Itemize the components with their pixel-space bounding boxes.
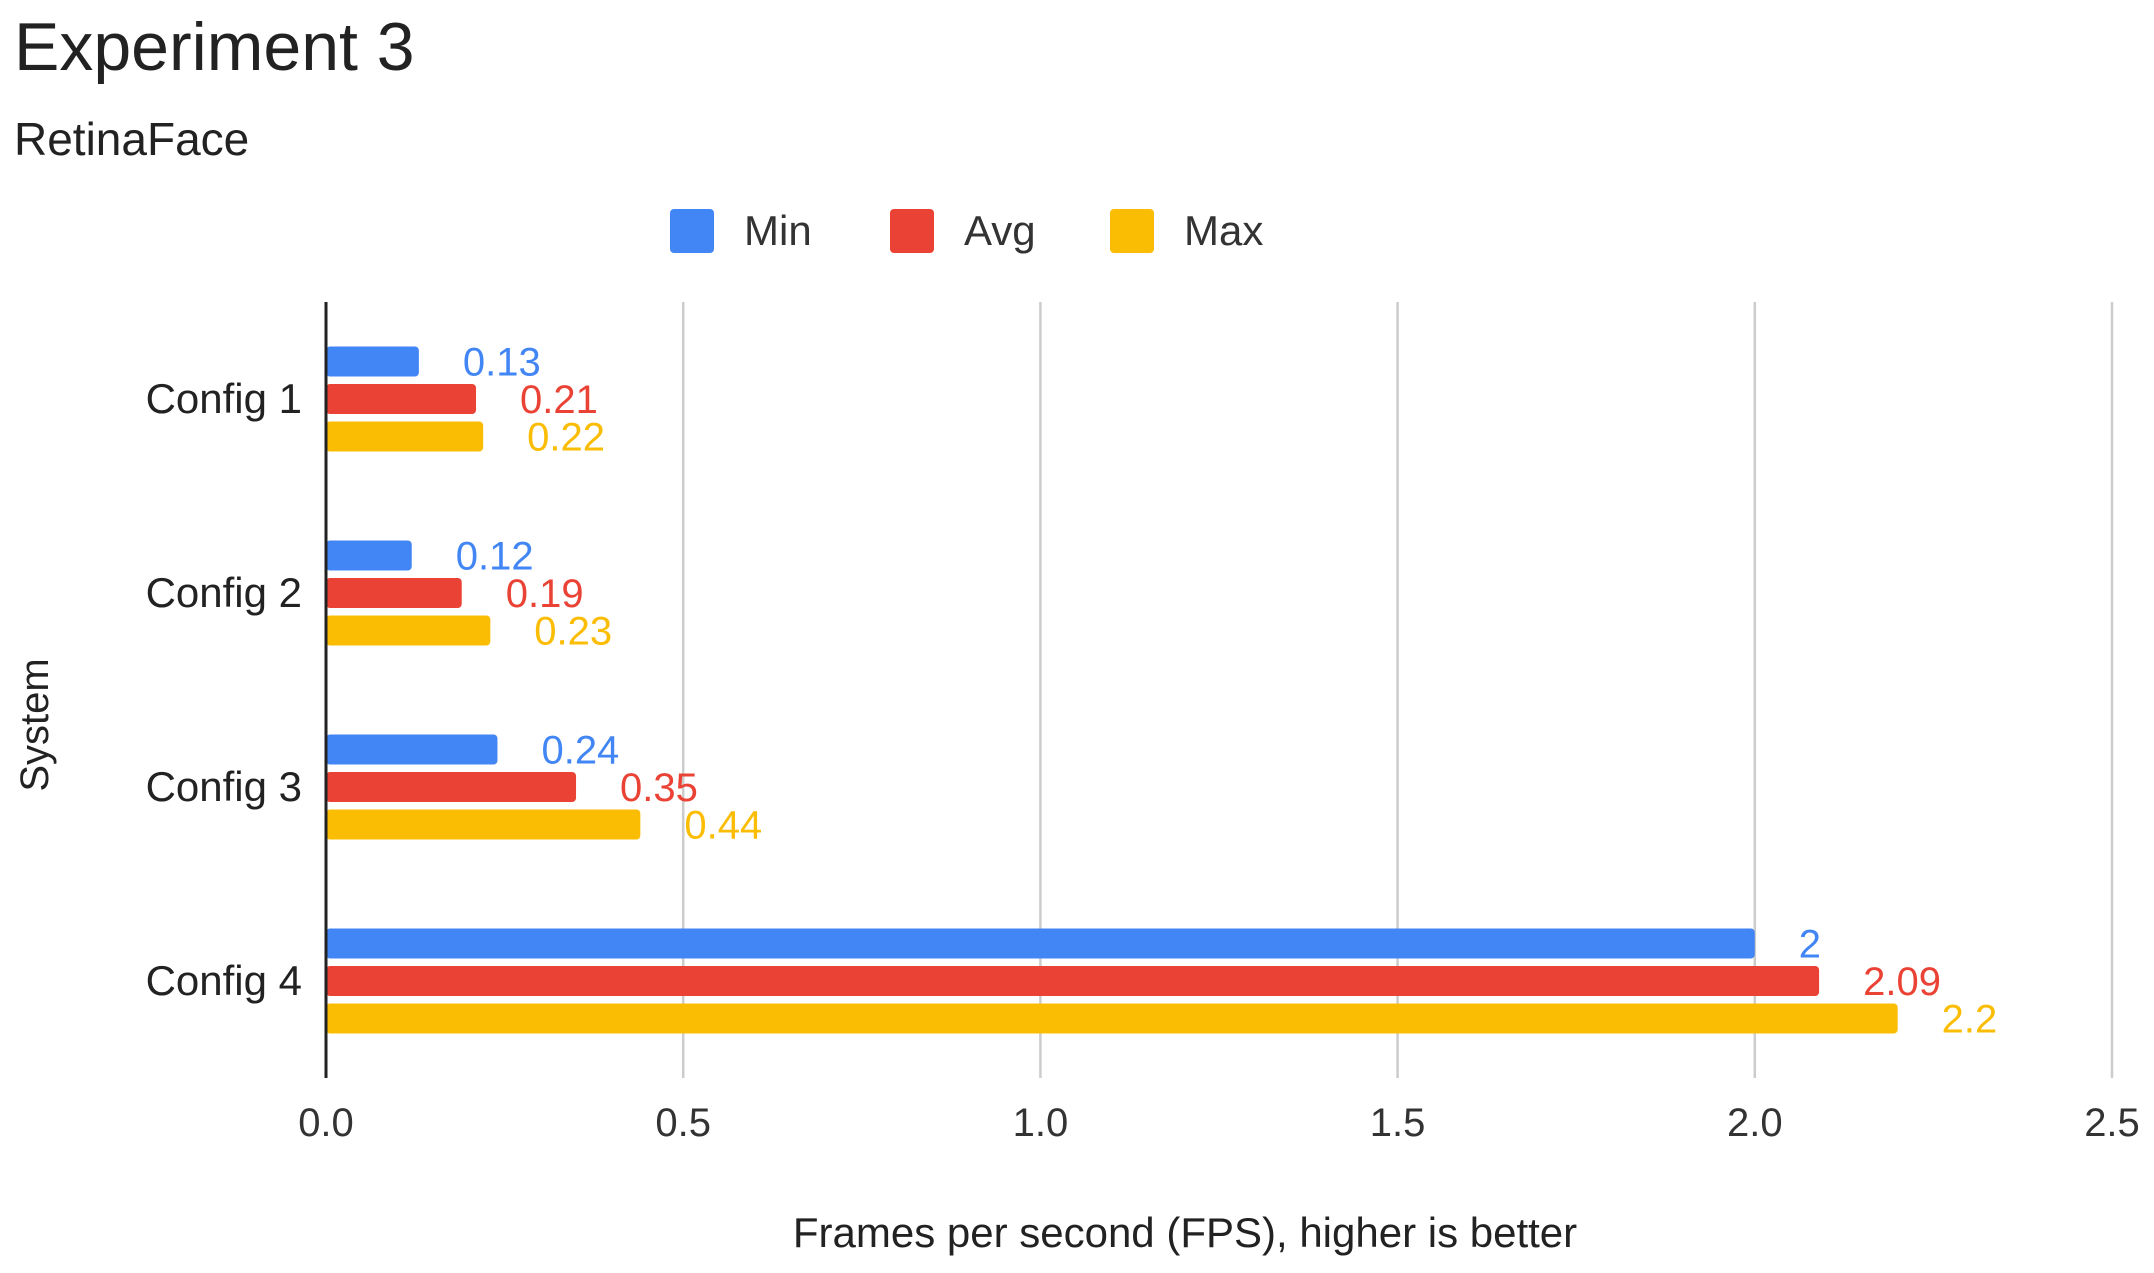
- y-axis: Config 1 Config 2 Config 3 Config 4: [146, 302, 328, 1078]
- data-label: 0.13: [463, 341, 541, 385]
- y-category-label: Config 1: [146, 375, 302, 422]
- data-label: 2.09: [1863, 960, 1941, 1004]
- data-label: 0.23: [534, 610, 612, 654]
- legend-label-min: Min: [744, 207, 812, 254]
- legend: Min Avg Max: [670, 207, 1263, 254]
- bar-max: [326, 809, 641, 840]
- bar-avg: [326, 384, 477, 414]
- bars: [326, 346, 1898, 1034]
- data-label: 0.21: [520, 378, 598, 422]
- y-axis-title: System: [13, 658, 57, 791]
- chart-title: Experiment 3: [14, 9, 415, 85]
- data-label: 0.19: [506, 572, 584, 616]
- x-tick-label: 2.0: [1727, 1101, 1783, 1145]
- x-tick-label: 1.0: [1013, 1101, 1069, 1145]
- legend-swatch-max: [1110, 209, 1154, 253]
- y-category-label: Config 3: [146, 763, 302, 810]
- data-label: 0.24: [541, 729, 619, 773]
- legend-swatch-min: [670, 209, 714, 253]
- x-tick-label: 0.5: [655, 1101, 711, 1145]
- x-tick-label: 2.5: [2084, 1101, 2140, 1145]
- data-label: 0.22: [527, 416, 605, 460]
- data-label: 0.12: [456, 535, 534, 579]
- bar-max: [326, 421, 484, 452]
- bar-avg: [326, 772, 577, 802]
- chart-subtitle: RetinaFace: [14, 113, 250, 165]
- x-axis-title: Frames per second (FPS), higher is bette…: [793, 1209, 1577, 1256]
- data-label: 0.44: [684, 804, 762, 848]
- bar-avg: [326, 578, 462, 608]
- data-label: 2: [1799, 923, 1821, 967]
- bar-max: [326, 1003, 1898, 1034]
- bar-min: [326, 540, 412, 571]
- y-category-label: Config 4: [146, 957, 302, 1004]
- x-axis: 0.0 0.5 1.0 1.5 2.0 2.5: [298, 1101, 2140, 1145]
- y-category-label: Config 2: [146, 569, 302, 616]
- bar-avg: [326, 966, 1820, 996]
- bar-min: [326, 346, 419, 377]
- bar-max: [326, 615, 491, 646]
- data-labels: 0.130.210.22 0.120.190.23 0.240.350.44 2 2.0…: [456, 341, 1998, 1042]
- bar-min: [326, 928, 1755, 959]
- legend-label-max: Max: [1184, 207, 1263, 254]
- data-label: 0.35: [620, 766, 698, 810]
- x-tick-label: 1.5: [1370, 1101, 1426, 1145]
- data-label: 2.2: [1942, 998, 1998, 1042]
- bar-min: [326, 734, 498, 765]
- x-tick-label: 0.0: [298, 1101, 354, 1145]
- legend-swatch-avg: [890, 209, 934, 253]
- legend-label-avg: Avg: [964, 207, 1036, 254]
